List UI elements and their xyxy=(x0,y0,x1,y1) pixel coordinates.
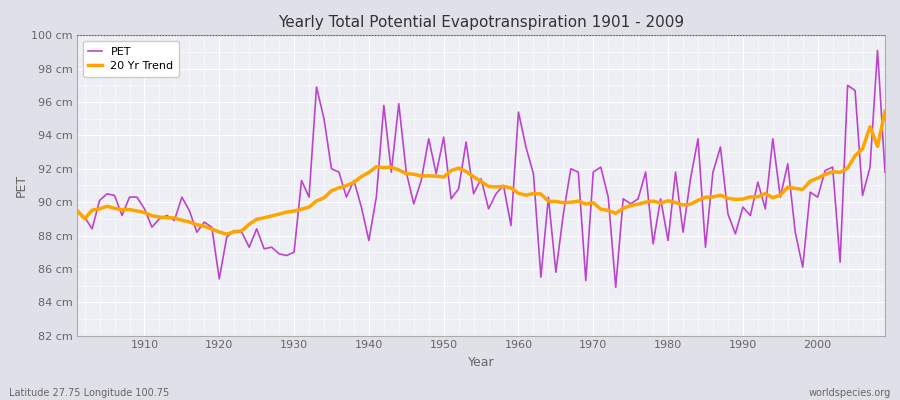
Line: PET: PET xyxy=(77,50,885,287)
Text: Latitude 27.75 Longitude 100.75: Latitude 27.75 Longitude 100.75 xyxy=(9,388,169,398)
PET xyxy=(131,195,142,200)
20 Yr Trend xyxy=(513,191,524,196)
Legend: PET, 20 Yr Trend: PET, 20 Yr Trend xyxy=(83,41,179,77)
20 Yr Trend xyxy=(131,208,142,213)
PET xyxy=(513,110,524,114)
20 Yr Trend xyxy=(221,232,232,236)
20 Yr Trend xyxy=(879,109,890,114)
20 Yr Trend xyxy=(610,211,621,216)
X-axis label: Year: Year xyxy=(468,356,494,369)
20 Yr Trend xyxy=(72,208,83,213)
Title: Yearly Total Potential Evapotranspiration 1901 - 2009: Yearly Total Potential Evapotranspiratio… xyxy=(278,15,684,30)
Text: worldspecies.org: worldspecies.org xyxy=(809,388,891,398)
PET xyxy=(72,208,83,213)
Y-axis label: PET: PET xyxy=(15,174,28,197)
Line: 20 Yr Trend: 20 Yr Trend xyxy=(77,111,885,234)
PET xyxy=(610,285,621,290)
PET xyxy=(879,170,890,174)
PET xyxy=(603,195,614,200)
20 Yr Trend xyxy=(303,205,314,210)
PET xyxy=(506,223,517,228)
PET xyxy=(341,195,352,200)
20 Yr Trend xyxy=(520,193,531,198)
PET xyxy=(872,48,883,53)
PET xyxy=(296,178,307,183)
20 Yr Trend xyxy=(348,180,359,185)
